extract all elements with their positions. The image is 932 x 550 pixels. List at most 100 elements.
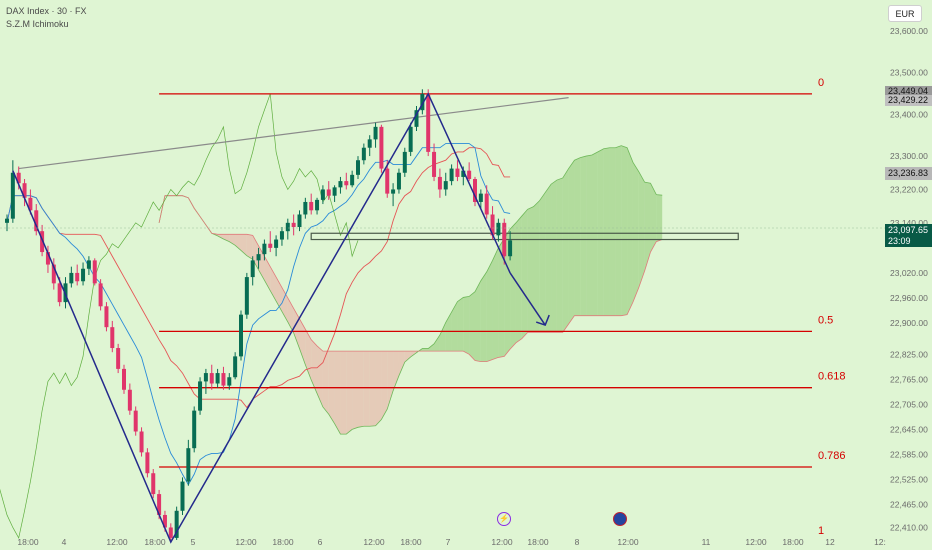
price-tick-label: 23,500.00 <box>890 68 928 78</box>
price-axis-ticks: 23,600.00 23,500.00 23,400.00 23,300.00 23,2… <box>890 26 928 533</box>
cloud-segment <box>527 206 534 333</box>
candle-body <box>256 254 261 261</box>
cloud-segment <box>334 351 341 435</box>
tenkan-line <box>6 143 511 486</box>
candle-body <box>490 214 495 236</box>
cloud-segment <box>568 160 575 325</box>
price-tick-label: 22,960.00 <box>890 293 928 303</box>
time-tick-label: 18:00 <box>144 537 166 547</box>
candle-body <box>291 222 296 228</box>
cloud-segment <box>305 329 312 380</box>
candle-body <box>233 356 238 378</box>
candle-body <box>396 172 401 190</box>
cloud-segment <box>480 271 487 362</box>
price-badge-line: 23,429.22 <box>885 95 932 106</box>
candle-body <box>414 110 419 127</box>
candle-body <box>221 373 226 386</box>
fib-label: 0 <box>818 77 824 89</box>
time-tick-label: 11 <box>702 537 711 547</box>
time-tick-label: 18:00 <box>272 537 294 547</box>
time-tick-label: 18:00 <box>782 537 804 547</box>
candle-body <box>81 268 86 282</box>
candle-body <box>116 348 121 369</box>
candle-body <box>186 448 191 482</box>
cloud-segment <box>498 238 505 358</box>
candle-body <box>426 93 431 152</box>
candle-body <box>391 189 396 194</box>
candle-body <box>309 201 314 211</box>
price-tick-label: 22,765.00 <box>890 374 928 384</box>
candle-body <box>162 514 167 528</box>
cloud-segment <box>556 177 563 333</box>
candle-body <box>198 381 203 411</box>
candle-body <box>326 189 331 196</box>
candle-body <box>274 239 279 248</box>
candle-body <box>239 314 243 357</box>
senkou-b-line <box>158 195 663 362</box>
candle-body <box>338 181 343 188</box>
time-tick-label: 12:00 <box>745 537 767 547</box>
symbol-title[interactable]: DAX Index · 30 · FX <box>6 6 87 16</box>
zigzag-line <box>12 92 511 544</box>
fib-levels: 0 0.5 0.618 0.786 1 <box>159 77 846 537</box>
cloud-segment <box>545 184 552 333</box>
indicator-label[interactable]: S.Z.M Ichimoku <box>6 19 69 29</box>
cloud-segment <box>638 171 645 288</box>
candle-body <box>192 410 197 449</box>
candle-body <box>279 231 284 240</box>
time-tick-label: 12:00 <box>491 537 513 547</box>
candle-body <box>361 147 366 161</box>
candle-body <box>315 199 320 211</box>
cloud-segment <box>293 308 300 349</box>
cloud-segment <box>404 351 411 363</box>
candle-body <box>484 193 489 215</box>
cloud-segment <box>609 147 616 316</box>
fib-label: 0.618 <box>818 371 846 383</box>
flag-icon[interactable] <box>613 512 627 526</box>
time-tick-label: 12:00 <box>363 537 385 547</box>
resistance-trendline <box>18 97 569 170</box>
fib-label: 0.5 <box>818 314 833 326</box>
price-tick-label: 22,705.00 <box>890 399 928 409</box>
cloud-segment <box>229 234 236 246</box>
candle-body <box>320 189 325 200</box>
time-tick-label: 4 <box>62 537 67 547</box>
projection-arrow <box>509 272 546 326</box>
cloud-segment <box>311 339 318 394</box>
candle-body <box>502 222 507 257</box>
currency-button[interactable]: EUR <box>888 5 922 22</box>
price-tick-label: 23,600.00 <box>890 26 928 36</box>
time-tick-label: 12:00 <box>617 537 639 547</box>
cloud-segment <box>340 351 347 435</box>
candle-body <box>151 473 156 495</box>
time-tick-label: 18:00 <box>17 537 39 547</box>
lightning-icon[interactable]: ⚡ <box>497 512 511 526</box>
senkou-a-line <box>158 145 663 435</box>
candle-body <box>285 222 290 232</box>
cloud-segment <box>521 209 528 339</box>
candle-body <box>473 179 477 202</box>
candle-body <box>461 170 466 177</box>
candle-body <box>92 260 97 284</box>
cloud-segment <box>352 351 358 430</box>
candle-body <box>250 260 255 278</box>
candle-body <box>174 510 179 538</box>
candle-body <box>344 181 349 186</box>
candle-body <box>437 176 442 190</box>
cloud-segment <box>241 234 247 256</box>
cloud-segment <box>621 145 628 316</box>
candle-body <box>57 283 62 303</box>
price-badge-mid: 23,236.83 <box>885 167 932 180</box>
candle-body <box>127 389 132 411</box>
cloud-segment <box>457 297 464 352</box>
cloud-segment <box>586 155 592 316</box>
price-tick-label: 22,410.00 <box>890 522 928 532</box>
cloud-segment <box>580 156 587 316</box>
candle-body <box>86 260 91 269</box>
candle-body <box>145 452 150 474</box>
candle-body <box>5 218 9 223</box>
candle-body <box>478 193 483 202</box>
cloud-segment <box>398 351 405 376</box>
